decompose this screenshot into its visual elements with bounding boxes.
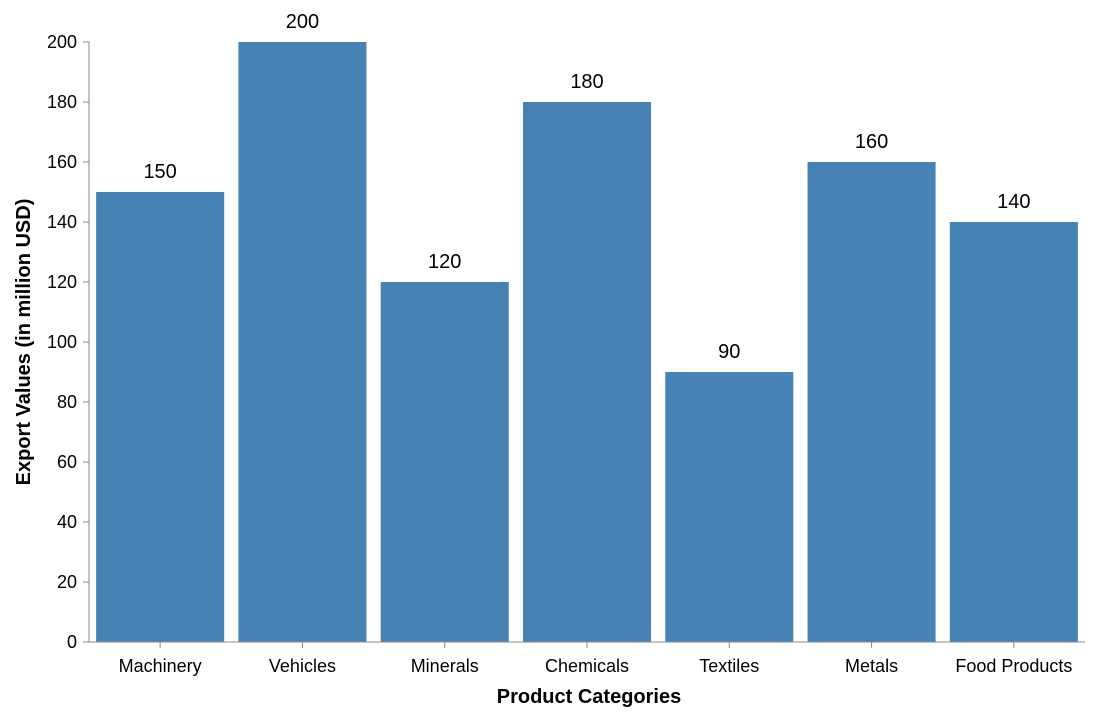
- bar-vehicles: [238, 42, 367, 642]
- y-tick-label-120: 120: [47, 272, 77, 292]
- bar-food-products: [949, 222, 1078, 642]
- y-tick-label-200: 200: [47, 32, 77, 52]
- x-tick-label-food-products: Food Products: [955, 656, 1072, 676]
- x-tick-label-vehicles: Vehicles: [269, 656, 336, 676]
- bar-machinery: [96, 192, 225, 642]
- value-label-metals: 160: [855, 131, 888, 153]
- value-label-food-products: 140: [997, 191, 1030, 213]
- bar-minerals: [380, 282, 509, 642]
- value-label-textiles: 90: [718, 341, 740, 363]
- y-tick-label-140: 140: [47, 212, 77, 232]
- y-axis: 0 20 40 60 80 100 120 140 160 180 200: [47, 32, 90, 652]
- x-axis: Machinery Vehicles Minerals Chemicals Textil…: [89, 641, 1085, 676]
- y-axis-title: Export Values (in million USD): [13, 199, 35, 486]
- x-tick-label-chemicals: Chemicals: [545, 656, 629, 676]
- y-tick-label-0: 0: [67, 632, 77, 652]
- bar-metals: [807, 162, 936, 642]
- y-tick-label-100: 100: [47, 332, 77, 352]
- x-tick-label-minerals: Minerals: [411, 656, 479, 676]
- value-label-minerals: 120: [428, 251, 461, 273]
- x-tick-label-machinery: Machinery: [119, 656, 202, 676]
- value-label-machinery: 150: [143, 161, 176, 183]
- x-axis-title: Product Categories: [497, 686, 681, 708]
- bar-textiles: [665, 372, 794, 642]
- bar-chemicals: [522, 102, 652, 642]
- value-labels-layer: 150 200 120 180 90 160 140: [143, 11, 1030, 363]
- x-tick-label-textiles: Textiles: [699, 656, 759, 676]
- y-tick-label-40: 40: [57, 512, 77, 532]
- y-tick-label-180: 180: [47, 92, 77, 112]
- y-tick-label-20: 20: [57, 572, 77, 592]
- value-label-chemicals: 180: [570, 71, 603, 93]
- value-label-vehicles: 200: [286, 11, 319, 33]
- y-tick-label-60: 60: [57, 452, 77, 472]
- bars-layer: [96, 42, 1078, 642]
- y-tick-label-80: 80: [57, 392, 77, 412]
- y-tick-label-160: 160: [47, 152, 77, 172]
- x-tick-label-metals: Metals: [845, 656, 898, 676]
